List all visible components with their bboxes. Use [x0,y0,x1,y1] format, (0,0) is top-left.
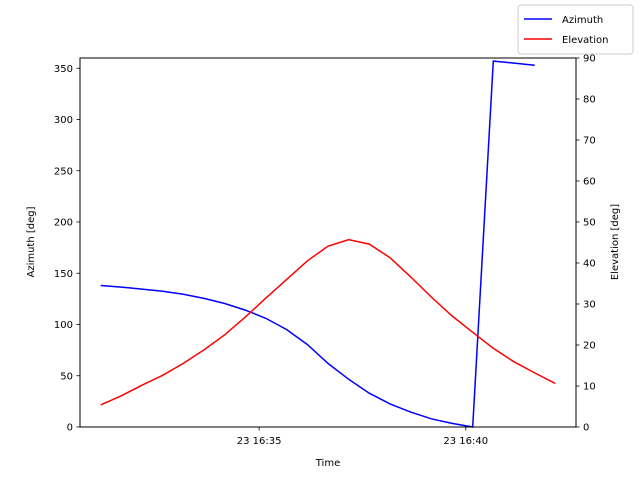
left-tick-label: 100 [54,320,73,331]
right-tick-label: 70 [583,136,596,147]
left-tick-label: 0 [67,423,73,434]
series-line-elevation [100,238,556,406]
legend-box [517,4,634,55]
series-line-azimuth [100,60,535,428]
plot-frame [79,57,577,428]
legend-label-azimuth: Azimuth [562,15,603,26]
left-tick-label: 50 [60,371,73,382]
right-axis: 0 10 20 30 40 50 60 70 80 90 [576,54,596,434]
x-tick-label: 23 16:35 [237,436,282,447]
right-tick-label: 0 [583,423,589,434]
right-tick-label: 60 [583,177,596,188]
legend-label-elevation: Elevation [562,35,608,46]
right-tick-label: 80 [583,95,596,106]
right-tick-label: 90 [583,54,596,65]
right-tick-label: 40 [583,259,596,270]
left-tick-label: 200 [54,218,73,229]
right-tick-label: 30 [583,300,596,311]
plot-lines [100,60,556,428]
right-axis-label: Elevation [deg] [610,204,621,280]
right-tick-label: 50 [583,218,596,229]
left-tick-label: 350 [54,64,73,75]
left-axis: 0 50 100 150 200 250 300 350 [54,64,80,434]
left-tick-label: 300 [54,115,73,126]
x-axis-label: Time [315,458,340,469]
x-tick-label: 23 16:40 [443,436,488,447]
right-tick-label: 20 [583,341,596,352]
right-tick-label: 10 [583,382,596,393]
left-tick-label: 250 [54,166,73,177]
legend: Azimuth Elevation [517,4,634,55]
x-axis: 23 16:35 23 16:40 [237,427,488,447]
left-tick-label: 150 [54,269,73,280]
left-axis-label: Azimuth [deg] [26,206,37,277]
